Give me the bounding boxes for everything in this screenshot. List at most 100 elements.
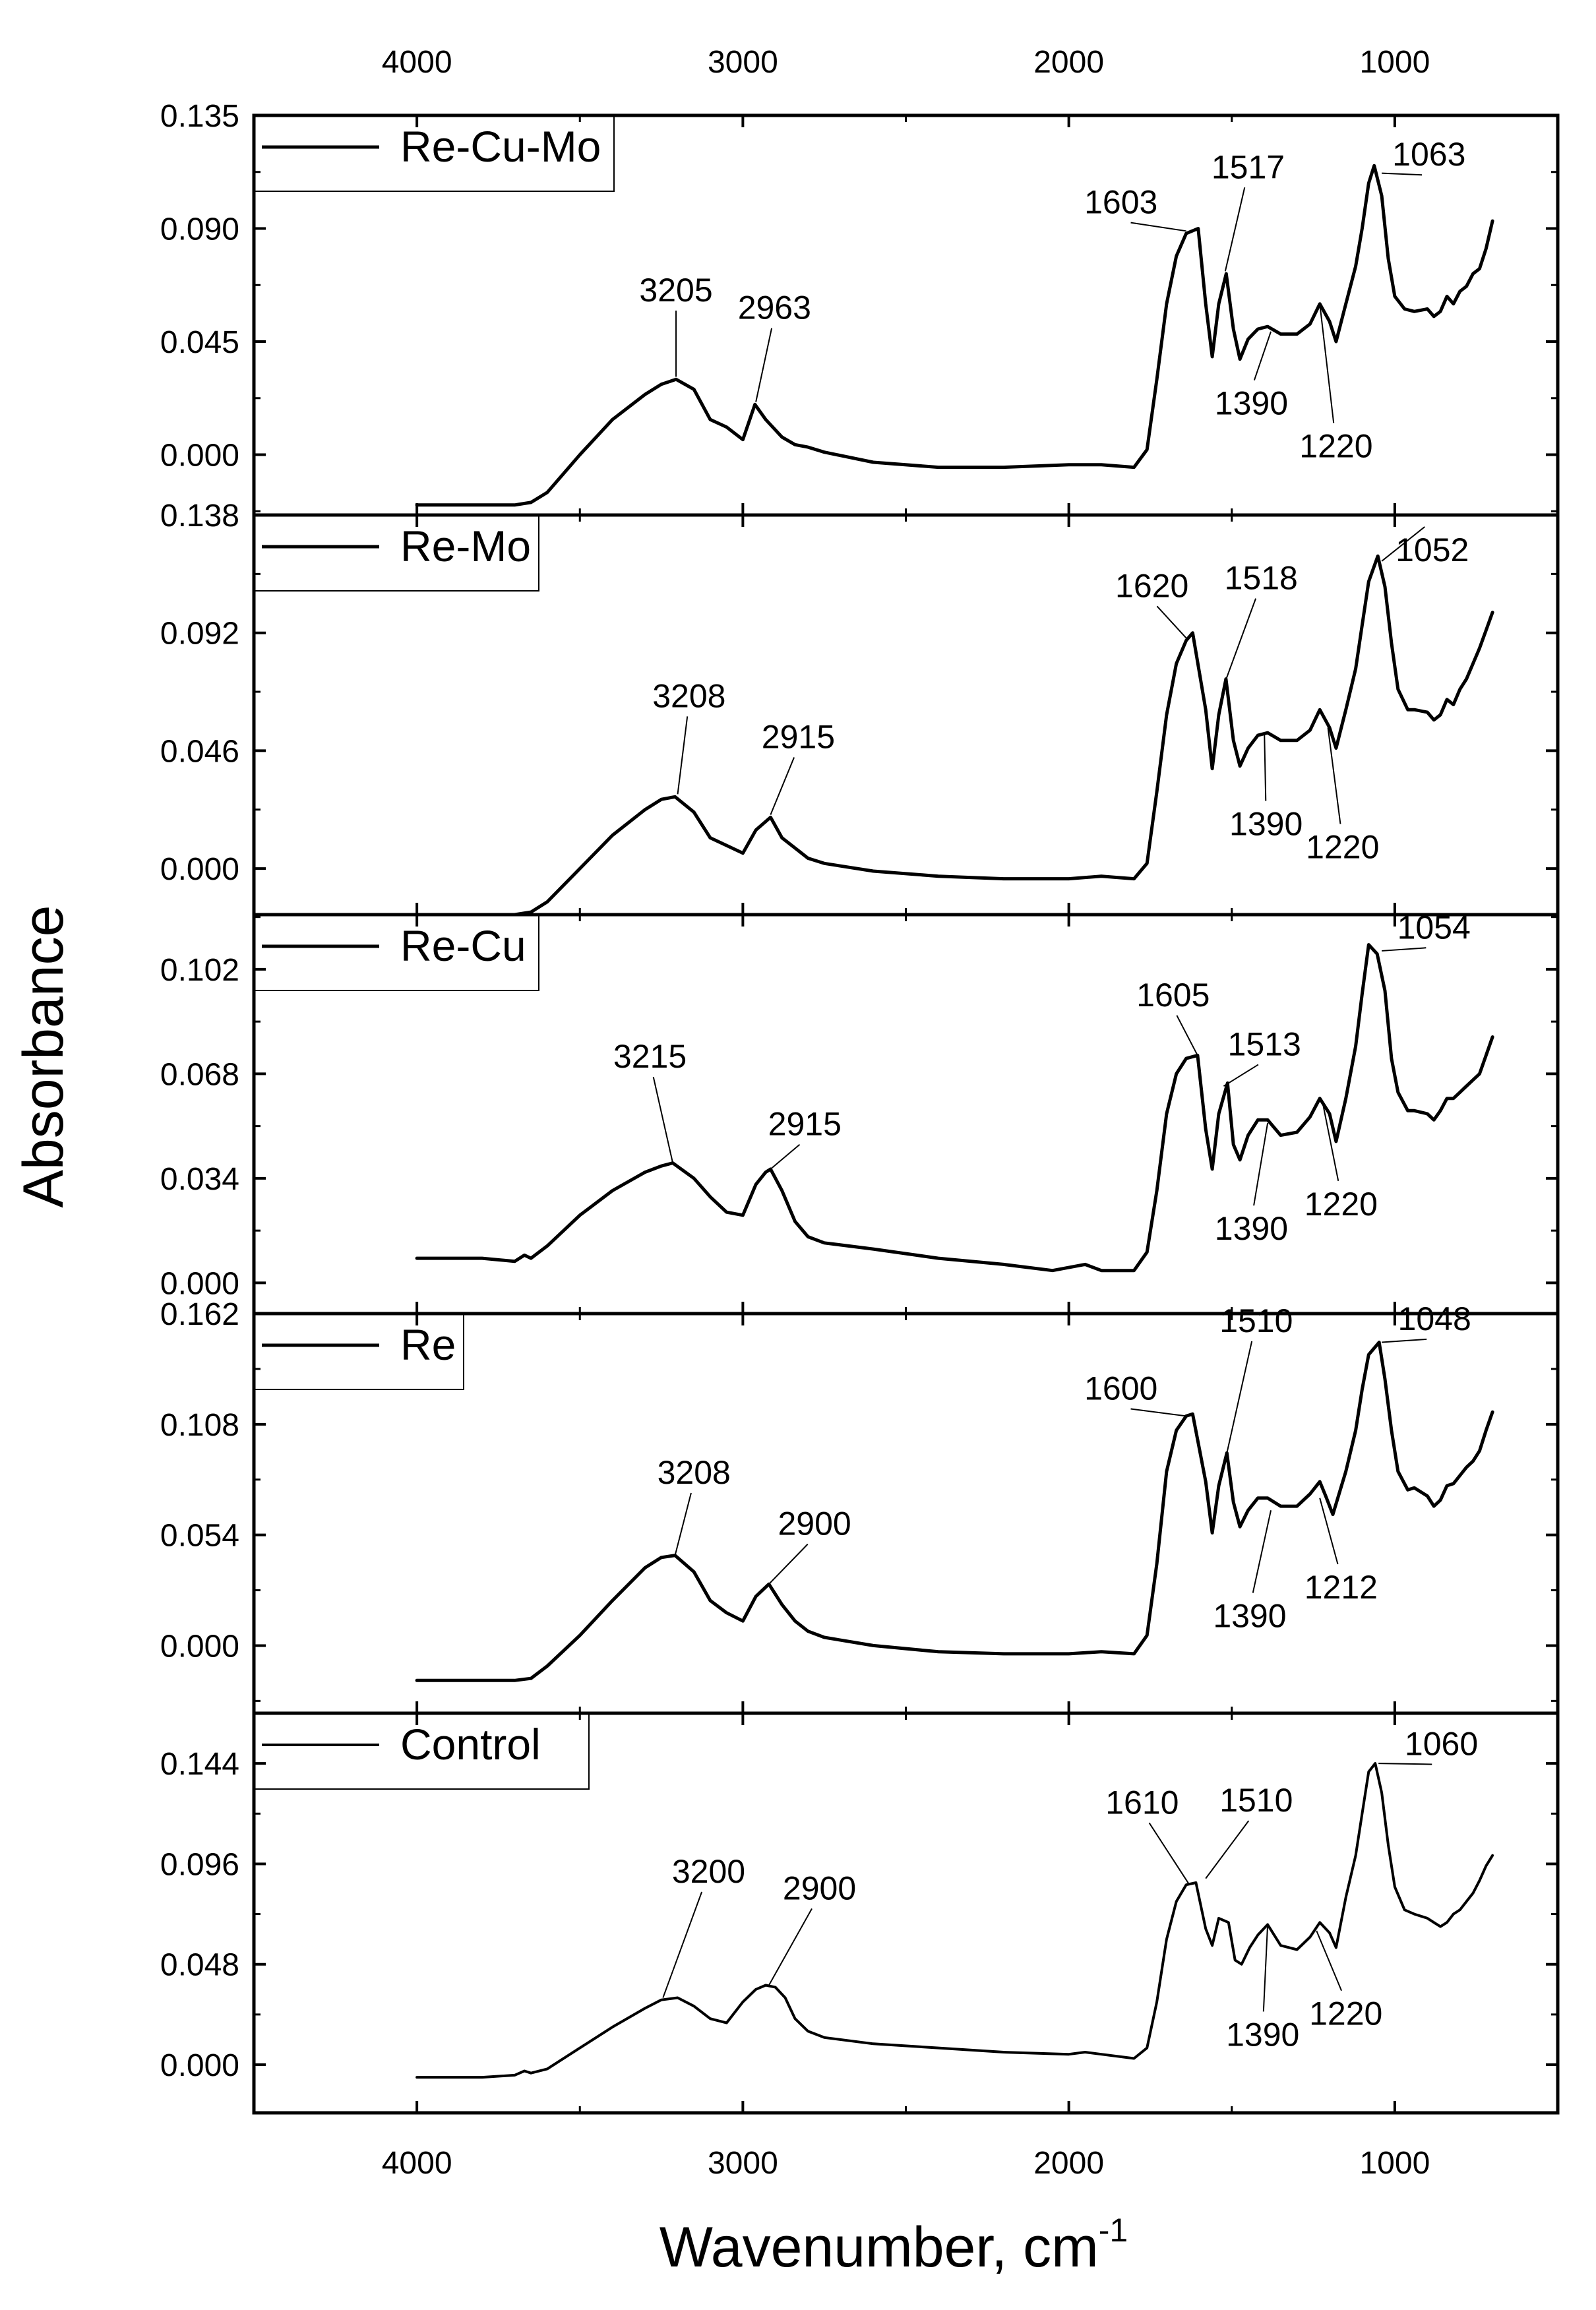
annotation-label: 1390 <box>1226 2016 1299 2053</box>
annotation-leader <box>770 1143 801 1170</box>
annotation-leader <box>768 1543 809 1585</box>
annotation-1513: 1513 <box>1223 1025 1301 1087</box>
annotation-1220: 1220 <box>1309 1930 1382 2032</box>
y-tick-label: 0.090 <box>160 212 239 247</box>
y-tick-label: 0.045 <box>160 325 239 360</box>
annotation-2963: 2963 <box>738 289 811 402</box>
annotation-leader <box>1223 1064 1259 1087</box>
annotation-leader <box>1224 187 1246 272</box>
annotation-leader <box>1205 1820 1250 1879</box>
annotation-1052: 1052 <box>1381 526 1469 568</box>
annotation-label: 2915 <box>768 1106 842 1143</box>
panel-re-cu: 0.000 0.034 0.068 0.102 Re-Cu <box>160 913 1560 1316</box>
annotation-leader <box>755 328 773 402</box>
x-tick-label-bottom: 2000 <box>1033 2146 1104 2181</box>
panel-frame <box>252 1711 1560 2115</box>
x-tick-label-top: 2000 <box>1033 45 1104 80</box>
y-tick-label: 0.108 <box>160 1408 239 1443</box>
series-line-re <box>415 1341 1494 1682</box>
y-tick-label: 0.000 <box>160 852 239 887</box>
annotation-leader <box>1176 1015 1198 1056</box>
annotation-2915: 2915 <box>768 1106 842 1170</box>
annotation-3208: 3208 <box>652 677 725 795</box>
y-tick-label: 0.102 <box>160 953 239 988</box>
annotation-label: 1390 <box>1229 806 1303 843</box>
annotation-leader <box>1156 605 1187 639</box>
x-tick-label-top: 4000 <box>382 45 452 80</box>
panel-control: 0.000 0.048 0.096 0.144 Control <box>160 1711 1560 2115</box>
annotation-leader <box>1378 1763 1432 1765</box>
annotation-1517: 1517 <box>1212 148 1285 272</box>
annotation-leader <box>1226 1341 1253 1453</box>
annotation-1220: 1220 <box>1304 1104 1378 1223</box>
annotation-label: 3215 <box>613 1038 687 1075</box>
annotation-1390: 1390 <box>1213 1510 1287 1634</box>
annotation-1605: 1605 <box>1136 977 1210 1056</box>
annotation-label: 1060 <box>1405 1725 1478 1762</box>
annotation-leader <box>1327 727 1341 824</box>
annotation-leader <box>770 757 795 815</box>
axes: 4000 4000 3000 3000 2000 2000 1000 1000 <box>382 45 1430 2181</box>
x-axis-title-superscript: -1 <box>1099 2212 1128 2249</box>
annotation-label: 1518 <box>1225 560 1298 597</box>
annotation-label: 1605 <box>1136 977 1210 1014</box>
annotation-leader <box>1253 331 1272 380</box>
annotation-1620: 1620 <box>1115 567 1188 639</box>
annotation-leader <box>1224 598 1257 682</box>
x-axis-title: Wavenumber, cm-1 <box>660 2212 1128 2279</box>
annotation-leader <box>1252 1510 1272 1593</box>
annotation-leader <box>1322 1104 1339 1182</box>
annotation-label: 1220 <box>1299 427 1372 464</box>
annotation-label: 2900 <box>778 1505 851 1542</box>
annotation-1390: 1390 <box>1226 1924 1299 2053</box>
annotation-label: 1510 <box>1219 1782 1293 1819</box>
y-tick-label: 0.096 <box>160 1847 239 1882</box>
annotation-leader <box>1130 1408 1186 1417</box>
annotation-2900: 2900 <box>768 1869 856 1986</box>
y-tick-label: 0.046 <box>160 734 239 769</box>
annotation-label: 1603 <box>1084 184 1157 221</box>
annotation-label: 1600 <box>1084 1370 1157 1407</box>
x-tick-label-top: 1000 <box>1359 45 1430 80</box>
annotation-leader <box>768 1908 813 1986</box>
annotation-1220: 1220 <box>1306 727 1379 866</box>
annotation-label: 2963 <box>738 289 811 326</box>
annotation-2915: 2915 <box>762 719 835 815</box>
annotation-leader <box>1382 947 1427 952</box>
series-line-re-cu-mo <box>415 164 1494 507</box>
annotation-2900: 2900 <box>768 1505 851 1585</box>
annotation-label: 1390 <box>1213 1597 1286 1634</box>
annotation-label: 1212 <box>1304 1569 1378 1606</box>
legend-re-cu-mo: Re-Cu-Mo <box>253 115 615 192</box>
annotation-1048: 1048 <box>1382 1300 1471 1343</box>
annotation-label: 1390 <box>1215 1210 1288 1247</box>
annotation-leader <box>662 1891 703 1998</box>
annotation-1220: 1220 <box>1299 303 1373 464</box>
y-axis-title: Absorbance <box>12 905 75 1208</box>
y-tick-label: 0.162 <box>160 1297 239 1332</box>
annotation-1610: 1610 <box>1105 1784 1190 1885</box>
annotation-leader <box>1253 1122 1269 1206</box>
annotation-leader <box>652 1076 674 1163</box>
y-tick-label: 0.000 <box>160 1266 239 1301</box>
series-line-control <box>415 1762 1494 2079</box>
annotation-label: 2900 <box>783 1869 856 1906</box>
legend-label: Re-Mo <box>400 522 531 570</box>
series-line-re-cu <box>415 943 1494 1273</box>
y-tick-label: 0.000 <box>160 439 239 473</box>
x-tick-label-bottom: 1000 <box>1359 2146 1430 2181</box>
y-tick-label: 0.144 <box>160 1747 239 1782</box>
annotation-leader <box>1382 1338 1427 1343</box>
annotation-label: 3208 <box>658 1454 731 1491</box>
x-tick-label-top: 3000 <box>708 45 778 80</box>
legend-re-mo: Re-Mo <box>253 514 539 592</box>
panel-re-mo: 0.000 0.046 0.092 0.138 Re-Mo <box>160 499 1560 917</box>
y-tick-label: 0.034 <box>160 1162 239 1197</box>
annotation-label: 1054 <box>1397 909 1471 946</box>
annotation-label: 1048 <box>1398 1300 1471 1337</box>
annotation-leader <box>1319 303 1335 423</box>
annotation-leader <box>1264 733 1267 801</box>
y-tick-label: 0.138 <box>160 499 239 533</box>
annotation-label: 3205 <box>639 272 712 309</box>
legend-label: Re-Cu-Mo <box>400 122 601 171</box>
